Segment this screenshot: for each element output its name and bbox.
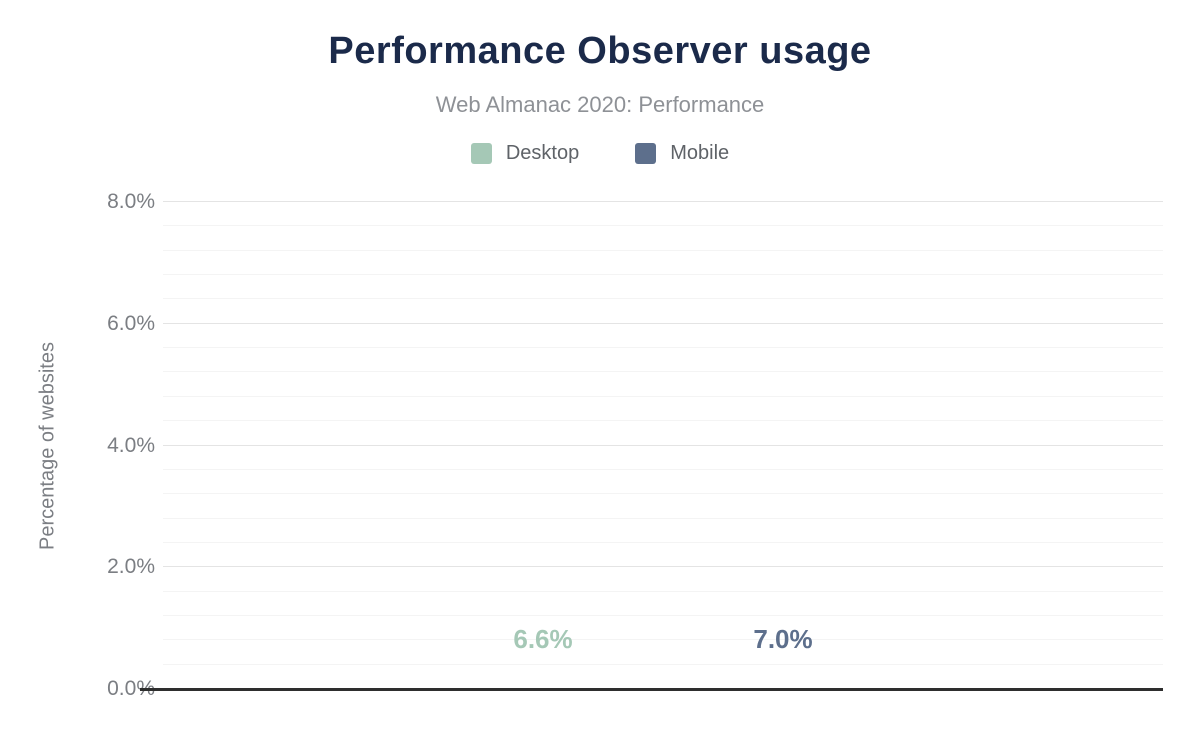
y-tick-label: 6.0% bbox=[107, 311, 155, 335]
minor-gridline bbox=[163, 590, 1163, 592]
x-axis-line bbox=[140, 687, 1163, 691]
minor-gridline bbox=[163, 639, 1163, 641]
minor-gridline bbox=[163, 274, 1163, 276]
legend-label: Mobile bbox=[670, 141, 730, 164]
bar-value-label: 6.6% bbox=[513, 624, 573, 654]
bar-column-mobile: 7.0% bbox=[665, 624, 901, 689]
minor-gridline bbox=[163, 614, 1163, 616]
plot-area: 6.6% 7.0% bbox=[140, 201, 1163, 691]
minor-gridline bbox=[163, 517, 1163, 519]
minor-gridline bbox=[163, 249, 1163, 251]
legend-swatch-mobile bbox=[635, 142, 657, 164]
minor-gridline bbox=[163, 420, 1163, 422]
major-gridline bbox=[163, 201, 1163, 202]
minor-gridline bbox=[163, 541, 1163, 543]
minor-gridline bbox=[163, 663, 1163, 665]
minor-gridline bbox=[163, 395, 1163, 397]
y-axis-tick-labels: 0.0% 2.0% 4.0% 6.0% 8.0% bbox=[0, 190, 155, 700]
minor-gridline bbox=[163, 468, 1163, 470]
chart-title: Performance Observer usage bbox=[328, 30, 872, 72]
minor-gridline bbox=[163, 493, 1163, 495]
legend-item-desktop: Desktop bbox=[470, 141, 580, 165]
bar-group: 6.6% 7.0% bbox=[163, 202, 1163, 689]
legend: Desktop Mobile bbox=[0, 140, 1200, 166]
legend-swatch-desktop bbox=[470, 142, 492, 164]
bar-value-label: 7.0% bbox=[753, 624, 813, 654]
legend-label: Desktop bbox=[505, 141, 580, 164]
major-gridline bbox=[163, 322, 1163, 324]
major-gridline bbox=[163, 444, 1163, 446]
major-gridline bbox=[163, 566, 1163, 568]
bar-column-desktop: 6.6% bbox=[425, 624, 661, 689]
chart-subtitle: Web Almanac 2020: Performance bbox=[435, 92, 765, 117]
minor-gridline bbox=[163, 371, 1163, 373]
minor-gridline bbox=[163, 298, 1163, 300]
y-tick-label: 0.0% bbox=[107, 677, 155, 700]
legend-item-mobile: Mobile bbox=[635, 142, 729, 165]
y-tick-label: 2.0% bbox=[107, 555, 155, 579]
minor-gridline bbox=[163, 225, 1163, 227]
minor-gridline bbox=[163, 347, 1163, 349]
y-tick-label: 4.0% bbox=[107, 433, 155, 457]
y-tick-label: 8.0% bbox=[107, 190, 155, 213]
